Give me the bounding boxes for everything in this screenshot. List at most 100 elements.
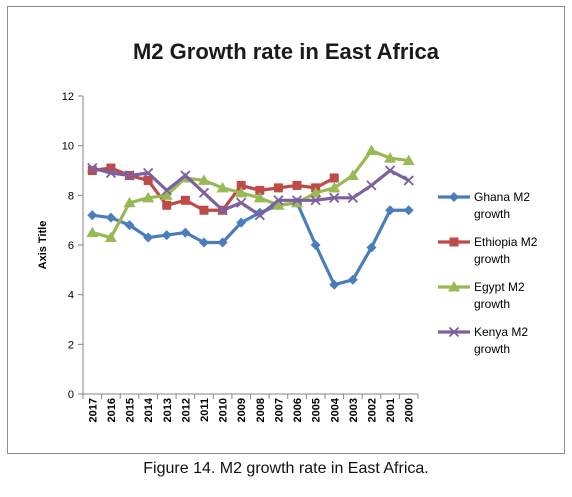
data-point: [329, 192, 340, 203]
data-point: [273, 183, 283, 193]
legend-label: Kenya M2: [474, 325, 528, 339]
y-axis-title: Axis Title: [37, 221, 49, 270]
chart-frame: M2 Growth rate in East Africa 0 2 4 6 8 10 12 2…: [7, 6, 565, 454]
legend-label: Egypt M2: [474, 280, 525, 294]
data-point: [106, 163, 116, 173]
x-tick-label: 2015: [125, 398, 137, 422]
data-point: [87, 166, 97, 175]
legend-label: Ethiopia M2: [474, 235, 538, 249]
series-kenya-m2-growth: [87, 162, 414, 221]
data-point: [124, 170, 135, 181]
data-point: [235, 186, 248, 198]
legend-label: Ghana M2: [474, 190, 530, 204]
data-point: [385, 205, 396, 216]
x-tick-label: 2005: [311, 398, 323, 422]
data-point: [142, 191, 155, 203]
data-point: [329, 279, 340, 290]
x-tick-label: 2003: [348, 398, 360, 422]
legend-label: growth: [474, 297, 510, 311]
data-point: [161, 185, 172, 196]
data-point: [384, 165, 396, 176]
data-point: [87, 210, 98, 221]
legend-entry: Ethiopia M2 growth: [438, 235, 538, 266]
data-point: [448, 326, 460, 338]
data-point: [449, 237, 459, 247]
data-point: [86, 226, 99, 238]
data-point: [291, 196, 304, 208]
data-point: [197, 174, 210, 185]
data-point: [329, 173, 339, 183]
data-point: [180, 227, 191, 238]
data-point: [143, 167, 154, 179]
data-point: [403, 205, 414, 216]
data-point: [217, 237, 228, 248]
x-tick-label: 2013: [162, 398, 174, 422]
x-tick-label: 2000: [404, 398, 416, 422]
y-tick-label: 10: [62, 141, 74, 153]
data-point: [199, 205, 209, 215]
data-point: [328, 181, 341, 193]
y-tick-label: 2: [68, 339, 74, 351]
data-point: [402, 154, 415, 166]
x-tick-label: 2004: [329, 397, 341, 422]
data-point: [236, 180, 246, 190]
chart-title: M2 Growth rate in East Africa: [133, 39, 440, 64]
data-point: [217, 205, 228, 216]
x-tick-label: 2012: [180, 398, 192, 422]
data-point: [403, 175, 414, 186]
y-tick-label: 8: [68, 190, 74, 202]
data-point: [255, 185, 265, 195]
data-point: [124, 220, 135, 231]
axes: 0 2 4 6 8 10 12 2017 2016 2015 2014 2013 2012 2011 201…: [37, 91, 419, 422]
data-point: [366, 242, 377, 253]
x-tick-label: 2007: [273, 398, 285, 422]
series-line: [92, 201, 409, 287]
data-point: [448, 281, 460, 292]
data-point: [180, 170, 191, 181]
data-point: [346, 169, 359, 180]
y-tick-label: 6: [68, 240, 74, 252]
y-tick-label: 4: [68, 290, 74, 302]
x-tick-label: 2008: [255, 398, 267, 422]
data-point: [162, 200, 172, 210]
data-point: [273, 195, 284, 206]
data-point: [236, 217, 247, 228]
x-tick-label: 2001: [385, 398, 397, 422]
data-point: [216, 181, 229, 193]
data-point: [292, 180, 302, 190]
data-point: [236, 197, 247, 208]
x-tick-label: 2017: [87, 398, 99, 422]
y-tick-label: 12: [62, 91, 74, 103]
legend-label: growth: [474, 207, 510, 221]
x-tick-label: 2010: [218, 398, 230, 422]
data-point: [310, 195, 321, 206]
data-point: [123, 196, 136, 208]
data-point: [161, 230, 172, 241]
x-tick-label: 2006: [292, 398, 304, 422]
series-ghana-m2-growth: [87, 197, 414, 290]
data-point: [105, 212, 116, 223]
data-point: [347, 192, 358, 203]
data-point: [160, 189, 173, 200]
legend-label: growth: [474, 342, 510, 356]
line-chart: M2 Growth rate in East Africa 0 2 4 6 8 10 12 2…: [37, 39, 538, 422]
data-point: [291, 195, 303, 206]
data-point: [310, 240, 321, 250]
x-tick-label: 2009: [236, 398, 248, 422]
data-point: [105, 167, 117, 179]
data-point: [272, 199, 285, 210]
data-point: [309, 186, 322, 198]
x-tick-label: 2002: [366, 398, 378, 422]
data-point: [198, 187, 210, 198]
legend-label: growth: [474, 252, 510, 266]
data-point: [143, 232, 154, 243]
legend: Ghana M2 growth Ethiopia M2 growth Egypt M2 g…: [438, 190, 538, 356]
legend-entry: Ghana M2 growth: [438, 190, 530, 221]
legend-entry: Egypt M2 growth: [438, 280, 525, 311]
data-point: [180, 195, 190, 205]
data-point: [104, 231, 117, 243]
data-point: [253, 191, 266, 203]
data-point: [143, 175, 153, 185]
data-point: [365, 144, 378, 156]
series-layer: [86, 144, 415, 290]
